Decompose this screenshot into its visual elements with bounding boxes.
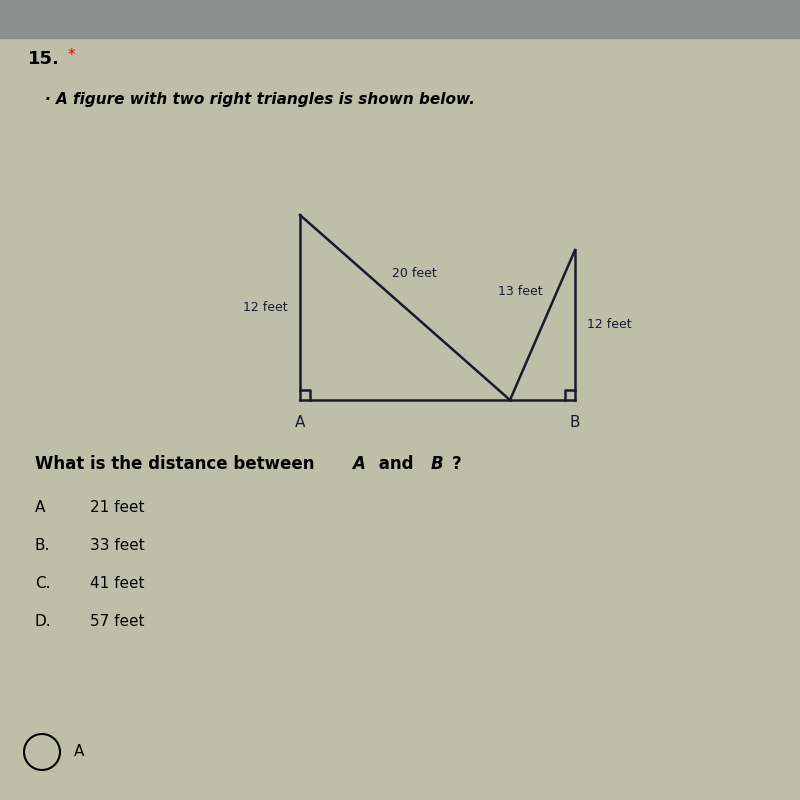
Text: 12 feet: 12 feet [243,301,288,314]
Text: 13 feet: 13 feet [498,285,542,298]
Text: ?: ? [452,455,462,473]
Text: 15.: 15. [28,50,60,68]
Text: A: A [35,500,46,515]
Text: 20 feet: 20 feet [392,267,437,280]
Text: B.: B. [35,538,50,553]
Text: and: and [373,455,419,473]
Text: A: A [74,745,84,759]
Text: D.: D. [35,614,52,629]
Bar [0,0,800,38]
Text: 57 feet: 57 feet [90,614,145,629]
Text: What is the distance between: What is the distance between [35,455,320,473]
Text: 12 feet: 12 feet [587,318,632,331]
Text: B: B [431,455,444,473]
Text: 41 feet: 41 feet [90,576,145,591]
Text: A: A [295,415,305,430]
Text: A: A [352,455,365,473]
Text: *: * [68,48,76,63]
Text: B: B [570,415,580,430]
Text: C.: C. [35,576,50,591]
Text: 21 feet: 21 feet [90,500,145,515]
Text: · A figure with two right triangles is shown below.: · A figure with two right triangles is s… [45,92,475,107]
Text: 33 feet: 33 feet [90,538,145,553]
